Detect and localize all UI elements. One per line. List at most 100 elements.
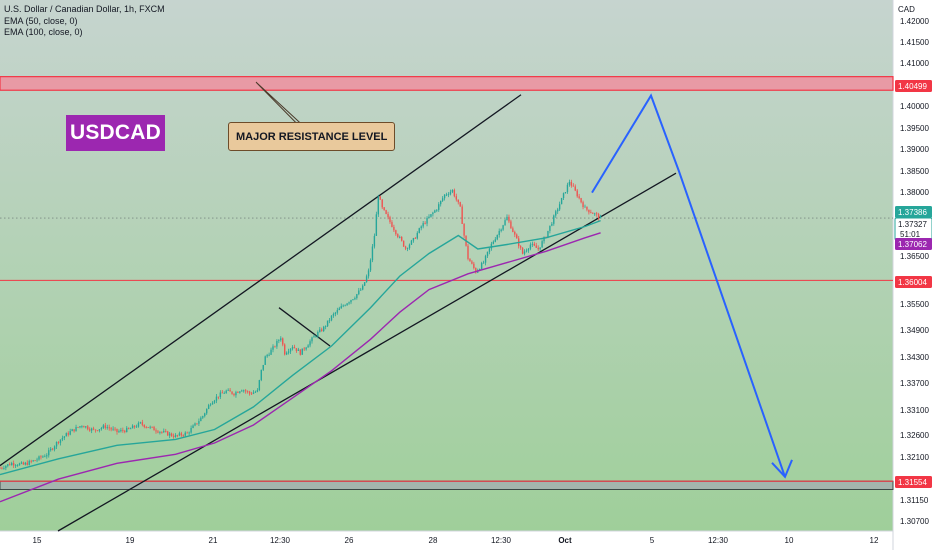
- candle-body: [219, 392, 222, 398]
- candle-body: [449, 191, 452, 195]
- candle-body: [418, 228, 420, 233]
- candle-body: [87, 426, 89, 430]
- candle-body: [557, 209, 559, 212]
- candle-body: [426, 217, 428, 224]
- candle-body: [192, 425, 194, 429]
- candle-body: [566, 184, 569, 192]
- candle-body: [90, 428, 93, 431]
- candle-body: [305, 347, 307, 350]
- candle-body: [200, 417, 202, 422]
- candle-body: [139, 422, 142, 424]
- candle-body: [295, 348, 298, 351]
- candle-body: [346, 303, 348, 306]
- candle-body: [375, 214, 378, 236]
- candle-body: [284, 344, 286, 355]
- candle-body: [523, 251, 526, 254]
- candle-body: [313, 336, 315, 338]
- candle-body: [24, 462, 27, 465]
- price-tick-label: 1.39500: [900, 124, 929, 133]
- last-price-badge-bg: [895, 206, 932, 218]
- candle-body: [369, 260, 372, 271]
- candle-body: [342, 305, 344, 307]
- level-price-badge-bg: [895, 276, 932, 288]
- candle-body: [371, 246, 374, 261]
- candle-body: [315, 336, 317, 338]
- candle-body: [282, 338, 284, 345]
- channel-upper-line: [0, 94, 522, 467]
- candle-body: [326, 320, 329, 327]
- candle-body: [539, 247, 541, 250]
- candle-body: [48, 450, 50, 456]
- price-tick-label: 1.40000: [900, 102, 929, 111]
- last-price-badge: 1.37386: [898, 208, 927, 217]
- candle-body: [44, 456, 46, 458]
- candle-body: [5, 465, 7, 469]
- candle-body: [471, 261, 473, 264]
- candle-body: [324, 326, 327, 327]
- candle-body: [260, 369, 262, 381]
- candle-body: [504, 220, 506, 226]
- candle-body: [317, 332, 319, 337]
- candle-body: [512, 228, 514, 232]
- currency-label: CAD: [898, 5, 915, 14]
- candle-body: [28, 460, 30, 465]
- candle-body: [120, 429, 122, 432]
- candle-body: [500, 229, 502, 231]
- time-tick-label: 15: [33, 536, 42, 545]
- candle-body: [311, 337, 313, 342]
- candle-body: [46, 455, 48, 457]
- candle-body: [576, 190, 578, 197]
- candle-body: [508, 216, 510, 222]
- candle-body: [397, 234, 399, 238]
- candle-body: [307, 345, 309, 348]
- candle-body: [430, 214, 432, 217]
- candle-body: [114, 428, 116, 430]
- candle-body: [348, 302, 350, 304]
- candle-body: [367, 270, 370, 277]
- candle-body: [436, 209, 438, 211]
- candle-body: [137, 422, 140, 427]
- price-tick-label: 1.35500: [900, 300, 929, 309]
- candle-body: [102, 425, 105, 428]
- candle-body: [299, 349, 301, 355]
- candle-body: [336, 310, 339, 313]
- candle-body: [443, 194, 446, 199]
- candle-body: [79, 426, 81, 428]
- candle-body: [9, 464, 11, 466]
- candle-body: [81, 426, 83, 427]
- candle-body: [59, 439, 62, 443]
- candle-body: [161, 431, 163, 433]
- candle-body: [344, 305, 346, 307]
- candle-body: [447, 194, 450, 196]
- candle-body: [490, 243, 493, 249]
- candle-body: [147, 427, 149, 428]
- price-axis-labels: CAD 1.42000 1.41500 1.41000 1.40000 1.39500 1.…: [898, 5, 929, 526]
- candle-body: [221, 392, 223, 394]
- candle-body: [0, 467, 1, 469]
- candle-body: [268, 354, 270, 356]
- candle-body: [303, 348, 305, 350]
- candle-body: [61, 437, 64, 440]
- candle-body: [131, 425, 134, 429]
- candle-body: [77, 427, 79, 428]
- candle-body: [377, 196, 379, 215]
- candle-body: [350, 300, 352, 303]
- candle-body: [420, 226, 422, 229]
- candle-body: [560, 197, 563, 205]
- symbol-badge: USDCAD: [66, 115, 165, 151]
- candle-body: [506, 216, 508, 221]
- time-tick-label: 28: [429, 536, 438, 545]
- candle-body: [291, 347, 294, 349]
- candle-body: [204, 413, 206, 417]
- candle-body: [20, 462, 23, 464]
- price-tick-label: 1.41000: [900, 59, 929, 68]
- candle-body: [85, 426, 87, 428]
- candle-body: [92, 428, 95, 430]
- candle-body: [252, 392, 255, 394]
- resistance-price-badge: 1.40499: [898, 82, 927, 91]
- candle-body: [65, 433, 67, 437]
- candle-body: [231, 391, 233, 394]
- candle-body: [124, 430, 126, 433]
- candle-body: [363, 282, 366, 286]
